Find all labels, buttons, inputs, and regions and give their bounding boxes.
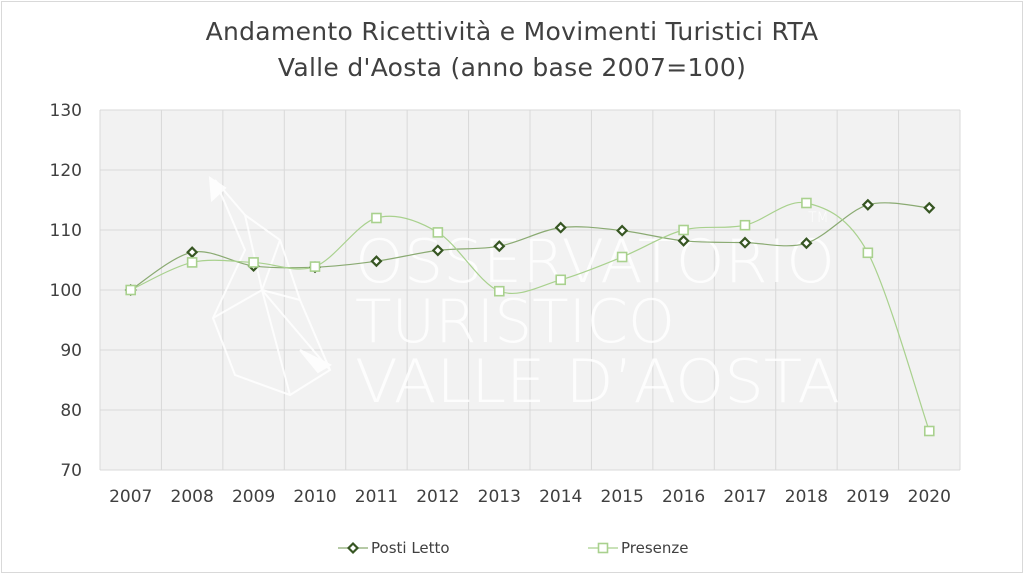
y-tick-label: 130 (50, 101, 82, 121)
x-tick-label: 2017 (723, 487, 766, 507)
x-tick-label: 2009 (232, 487, 275, 507)
gridlines (99, 109, 961, 471)
watermark-line1: OSSERVATORIO (355, 227, 835, 297)
series-0-point (554, 221, 567, 234)
series-0-point (186, 246, 199, 259)
x-tick-label: 2011 (355, 487, 398, 507)
x-tick-label: 2018 (785, 487, 828, 507)
series-1-point (739, 219, 751, 231)
watermark-logo-icon (208, 176, 333, 397)
series-1-point (371, 212, 382, 224)
series-1-point (248, 257, 259, 268)
x-tick-label: 2016 (662, 487, 705, 507)
x-axis-ticks: 2007 2008 2009 2010 2011 2012 2013 2014 2015 2016… (109, 487, 951, 507)
watermark-line3: VALLE D’AOSTA (355, 347, 840, 417)
chart-title-line1: Andamento Ricettività e Movimenti Turist… (205, 17, 819, 46)
series-1-point (309, 261, 321, 272)
series-1-point (862, 247, 874, 259)
x-tick-label: 2007 (109, 487, 152, 507)
y-tick-label: 80 (60, 401, 82, 421)
legend-label-1: Presenze (621, 539, 689, 557)
watermark: OSSERVATORIO TURISTICO VALLE D’AOSTA TM (208, 176, 840, 417)
watermark-line2: TURISTICO (355, 287, 675, 357)
series-1-point (125, 284, 137, 296)
series-1-point (432, 227, 444, 238)
series-line-1 (130, 201, 930, 432)
x-tick-label: 2013 (478, 487, 521, 507)
series-1-point (493, 285, 505, 297)
legend-marker-0 (346, 541, 360, 555)
x-tick-label: 2012 (416, 487, 459, 507)
series-1-point (555, 274, 567, 286)
watermark-tm: TM (808, 210, 829, 226)
y-tick-label: 90 (60, 341, 82, 361)
series-0-point (923, 201, 936, 214)
series-1-point (923, 425, 935, 437)
y-tick-label: 100 (50, 281, 82, 301)
series-0-point (677, 234, 690, 247)
series-1-point (678, 224, 689, 236)
x-tick-label: 2010 (293, 487, 336, 507)
y-tick-label: 120 (50, 161, 82, 181)
series-0-point (431, 244, 444, 257)
legend-label-0: Posti Letto (371, 539, 450, 557)
x-tick-label: 2015 (601, 487, 644, 507)
x-tick-label: 2020 (908, 487, 951, 507)
chart-title-line2: Valle d'Aosta (anno base 2007=100) (277, 53, 747, 82)
y-axis-ticks: 70 80 90 100 110 120 130 (50, 101, 82, 481)
y-tick-label: 70 (60, 461, 82, 481)
series-0-point (370, 255, 383, 268)
series-1-point (186, 257, 198, 268)
x-tick-label: 2019 (846, 487, 889, 507)
legend-marker-1 (597, 542, 609, 554)
series-0-point (493, 240, 506, 253)
x-tick-label: 2014 (539, 487, 582, 507)
series-layer (124, 197, 936, 437)
y-tick-label: 110 (50, 221, 82, 241)
series-0-point (738, 236, 752, 249)
series-0-point (800, 237, 813, 250)
x-tick-label: 2008 (171, 487, 214, 507)
series-0-point (616, 224, 629, 237)
series-1-point (801, 197, 812, 209)
chart-title: Andamento Ricettività e Movimenti Turist… (0, 14, 1024, 86)
legend: Posti Letto Presenze (338, 539, 689, 557)
series-1-point (616, 251, 628, 263)
series-0-point (861, 198, 874, 211)
